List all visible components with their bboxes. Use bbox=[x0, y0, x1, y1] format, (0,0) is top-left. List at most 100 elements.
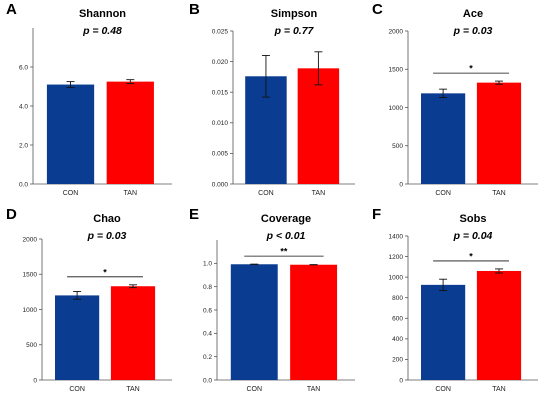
y-tick-label: 1000 bbox=[389, 274, 404, 281]
bar-con bbox=[55, 295, 100, 380]
error-bar-tan bbox=[129, 284, 137, 289]
y-tick-label: 1200 bbox=[389, 254, 404, 261]
p-value-label: p = 0.03 bbox=[87, 230, 127, 242]
chart-plot: 0.000 0.005 0.010 0.015 0.020 0.025 CON TAN bbox=[212, 28, 355, 197]
bar-con bbox=[421, 93, 466, 184]
y-tick-label: 0.0 bbox=[203, 377, 212, 384]
error-bar-tan bbox=[495, 268, 503, 274]
error-bar-tan bbox=[314, 51, 323, 86]
x-category-label: CON bbox=[246, 386, 262, 393]
bar-con bbox=[230, 264, 278, 380]
x-category-label: CON bbox=[69, 386, 85, 393]
y-tick-label: 1.0 bbox=[203, 261, 212, 268]
panel-letter: A bbox=[6, 1, 17, 18]
y-tick-label: 0.4 bbox=[203, 331, 212, 338]
chart-plot: 0.0 0.2 0.4 0.6 0.8 1.0 CON TAN ** bbox=[203, 240, 355, 393]
x-category-label: CON bbox=[63, 190, 79, 197]
bar-tan bbox=[106, 81, 154, 184]
error-bar-con bbox=[439, 278, 448, 291]
panel-letter: C bbox=[372, 1, 383, 18]
chart-plot: 0 500 1000 1500 2000 CON TAN * bbox=[389, 28, 538, 197]
bar-tan bbox=[290, 264, 338, 380]
y-tick-label: 1000 bbox=[389, 105, 404, 112]
y-tick-label: 0.010 bbox=[212, 120, 229, 127]
x-category-label: CON bbox=[435, 190, 451, 197]
y-tick-label: 0.6 bbox=[203, 307, 212, 314]
y-tick-label: 400 bbox=[392, 336, 403, 343]
y-tick-label: 200 bbox=[392, 357, 403, 364]
y-tick-label: 4.0 bbox=[19, 103, 28, 110]
y-tick-label: 2000 bbox=[23, 236, 38, 243]
chart-panel-a: A Shannon p = 0.48 0.0 2.0 4.0 6.0 CON TAN bbox=[0, 0, 180, 200]
y-tick-label: 0.025 bbox=[212, 28, 229, 35]
x-category-label: TAN bbox=[492, 190, 505, 197]
y-tick-label: 2000 bbox=[389, 28, 404, 35]
bar-con bbox=[421, 284, 466, 380]
chart-panel-d: D Chao p = 0.03 0 500 1000 1500 2000 CON TAN * bbox=[0, 205, 180, 402]
chart-panel-b: B Simpson p = 0.77 0.000 0.005 0.010 0.015 0.02… bbox=[183, 0, 363, 200]
chart-panel-f: F Sobs p = 0.04 0 200 400 600 800 1000 1200 1400 CO… bbox=[366, 205, 550, 402]
p-value-label: p = 0.03 bbox=[453, 25, 493, 37]
y-tick-label: 800 bbox=[392, 295, 403, 302]
bar-tan bbox=[297, 68, 340, 184]
significance-marker: * bbox=[469, 251, 473, 261]
x-category-label: CON bbox=[258, 190, 274, 197]
chart-title: Sobs bbox=[459, 213, 487, 225]
error-bar-con bbox=[66, 81, 75, 88]
bar-tan bbox=[476, 82, 522, 184]
y-tick-label: 0 bbox=[399, 377, 403, 384]
chart-title: Coverage bbox=[260, 213, 312, 225]
y-tick-label: 2.0 bbox=[19, 142, 28, 149]
y-tick-label: 1000 bbox=[23, 307, 38, 314]
significance-marker: * bbox=[103, 267, 107, 277]
y-tick-label: 500 bbox=[26, 342, 37, 349]
chart-title: Chao bbox=[93, 213, 121, 225]
error-bar-tan bbox=[126, 79, 135, 85]
significance-marker: * bbox=[469, 64, 473, 74]
error-bar-con bbox=[73, 291, 82, 300]
p-value-label: p = 0.04 bbox=[453, 230, 493, 242]
x-category-label: CON bbox=[435, 386, 451, 393]
chart-panel-e: E Coverage p < 0.01 0.0 0.2 0.4 0.6 0.8 1.0 CON TA… bbox=[183, 205, 363, 402]
error-bar-con bbox=[439, 88, 448, 99]
panel-letter: B bbox=[189, 1, 200, 18]
bar-tan bbox=[476, 270, 522, 380]
x-category-label: TAN bbox=[492, 386, 505, 393]
chart-title: Simpson bbox=[270, 8, 318, 20]
chart-title: Ace bbox=[462, 8, 484, 20]
y-tick-label: 0 bbox=[33, 377, 37, 384]
y-tick-label: 0.020 bbox=[212, 59, 229, 66]
y-tick-label: 500 bbox=[392, 143, 403, 150]
y-tick-label: 1500 bbox=[389, 67, 404, 74]
y-tick-label: 6.0 bbox=[19, 64, 28, 71]
y-tick-label: 0.005 bbox=[212, 151, 229, 158]
bar-con bbox=[46, 84, 95, 184]
p-value-label: p = 0.48 bbox=[83, 25, 122, 37]
x-category-label: TAN bbox=[307, 386, 320, 393]
chart-plot: 0 200 400 600 800 1000 1200 1400 CON TAN * bbox=[389, 233, 538, 393]
significance-marker: ** bbox=[280, 247, 288, 257]
y-tick-label: 0.000 bbox=[212, 181, 229, 188]
chart-panel-c: C Ace p = 0.03 0 500 1000 1500 2000 CON TAN * bbox=[366, 0, 550, 200]
error-bar-tan bbox=[495, 80, 503, 85]
panel-letter: E bbox=[189, 206, 200, 223]
chart-title: Shannon bbox=[78, 8, 127, 20]
y-tick-label: 1500 bbox=[23, 272, 38, 279]
y-tick-label: 600 bbox=[392, 316, 403, 323]
panel-letter: D bbox=[6, 206, 17, 223]
x-category-label: TAN bbox=[124, 190, 137, 197]
p-value-label: p < 0.01 bbox=[266, 230, 306, 242]
panel-letter: F bbox=[372, 206, 382, 223]
p-value-label: p = 0.77 bbox=[274, 25, 314, 37]
chart-plot: 0 500 1000 1500 2000 CON TAN * bbox=[23, 236, 172, 393]
y-tick-label: 0 bbox=[399, 181, 403, 188]
y-tick-label: 0.8 bbox=[203, 284, 212, 291]
bar-tan bbox=[110, 286, 156, 380]
x-category-label: TAN bbox=[126, 386, 139, 393]
x-category-label: TAN bbox=[312, 190, 325, 197]
chart-plot: 0.0 2.0 4.0 6.0 CON TAN bbox=[19, 28, 172, 197]
y-tick-label: 0.2 bbox=[203, 354, 212, 361]
y-tick-label: 1400 bbox=[389, 233, 404, 240]
y-tick-label: 0.015 bbox=[212, 90, 229, 97]
